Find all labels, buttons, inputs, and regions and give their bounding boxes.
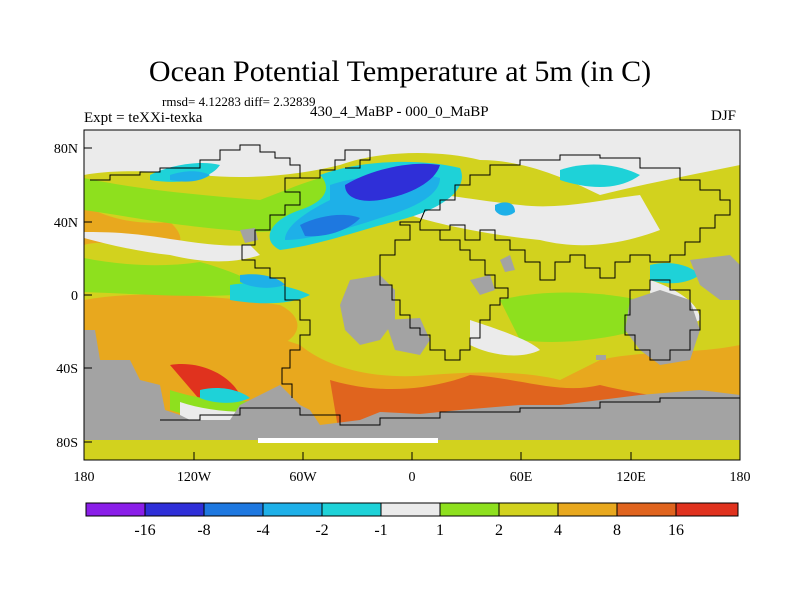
subtitle-label: 430_4_MaBP - 000_0_MaBP (310, 104, 489, 120)
lon-label-120e: 120E (616, 470, 646, 485)
colorbar-swatch (203, 502, 264, 517)
coastlines (90, 144, 740, 426)
colorbar-swatch (144, 502, 205, 517)
colorbar-label: -1 (374, 522, 387, 539)
lon-labels: 180 120W 60W 0 60E 120E 180 (74, 470, 751, 485)
temp-belt-eq-green (84, 258, 270, 296)
africa-land (385, 318, 430, 355)
chart-title: Ocean Potential Temperature at 5m (in C) (148, 55, 652, 88)
cold-zone-south (200, 387, 250, 403)
colorbar-swatch (439, 502, 500, 517)
cold-zone-eq-mid (240, 274, 285, 288)
south-strip (258, 438, 438, 443)
colorbar-swatch (380, 502, 441, 517)
lon-label-60w: 60W (289, 470, 317, 485)
coastline-greenland (300, 149, 371, 179)
coastline-africa (379, 221, 509, 361)
cold-zone-w-pacific (650, 263, 700, 284)
lat-label-40n: 40N (54, 216, 78, 231)
central-america-land (240, 228, 258, 243)
antarctica-land (84, 330, 740, 440)
colorbar-label: 16 (668, 522, 684, 539)
colorbar-label: 2 (495, 522, 503, 539)
cold-zone-eq-atlantic (230, 283, 310, 304)
temp-zone-africa-white (470, 320, 540, 356)
lat-label-80s: 80S (56, 436, 78, 451)
colorbar-labels: -16 -8 -4 -2 -1 1 2 4 8 16 (134, 522, 684, 539)
lat-label-80n: 80N (54, 142, 78, 157)
india-land (500, 255, 515, 272)
arabia-land (470, 275, 495, 295)
cold-core-mid-atlantic (300, 214, 360, 237)
cold-zone-aleutian-mid (170, 171, 210, 182)
colorbar-label: 1 (436, 522, 444, 539)
lon-label-60e: 60E (510, 470, 533, 485)
cold-zone-siberia (560, 164, 640, 187)
coastline-antarctica (160, 397, 740, 426)
lon-label-180w: 180 (74, 470, 95, 485)
lon-label-120w: 120W (177, 470, 212, 485)
colorbar-label: -2 (315, 522, 328, 539)
temp-zone-pacific-white (84, 232, 260, 262)
colorbar-swatch (321, 502, 382, 517)
colorbar-swatch (557, 502, 618, 517)
stats-label: rmsd= 4.12283 diff= 2.32839 (162, 94, 316, 109)
colorbar-label: -8 (197, 522, 210, 539)
colorbar-swatch (498, 502, 559, 517)
cold-core-n-atlantic (345, 163, 440, 201)
lat-label-40s: 40S (56, 362, 78, 377)
lon-label-0: 0 (409, 470, 416, 485)
colorbar-swatch (675, 502, 739, 517)
temp-patch-s-pacific (84, 294, 298, 350)
lat-label-0: 0 (71, 289, 78, 304)
colorbar-swatch (85, 502, 146, 517)
east-asia-land (690, 255, 740, 300)
map-plot (84, 130, 740, 460)
colorbar-swatch (616, 502, 677, 517)
experiment-label: Expt = teXXi-texka (84, 110, 203, 126)
cold-zone-caspian (495, 202, 515, 216)
colorbar-label: 4 (554, 522, 562, 539)
colorbar-swatch (262, 502, 323, 517)
colorbar-label: -4 (256, 522, 269, 539)
australia-land (625, 290, 700, 365)
lon-label-180e: 180 (730, 470, 751, 485)
temp-belt-io-green (500, 292, 640, 342)
colorbar-label: -16 (134, 522, 155, 539)
islet-land (596, 355, 606, 360)
south-america-land (340, 275, 395, 345)
lat-labels: 80N 40N 0 40S 80S (54, 142, 78, 451)
coastline-americas (90, 144, 311, 398)
axis-ticks (84, 147, 632, 460)
coastline-eurasia (419, 154, 731, 281)
temp-zone-eurasia-white (400, 193, 660, 246)
colorbar (85, 502, 739, 517)
colorbar-label: 8 (613, 522, 621, 539)
land-mask (84, 228, 740, 440)
season-label: DJF (711, 108, 737, 124)
coastline-australia (624, 279, 701, 361)
